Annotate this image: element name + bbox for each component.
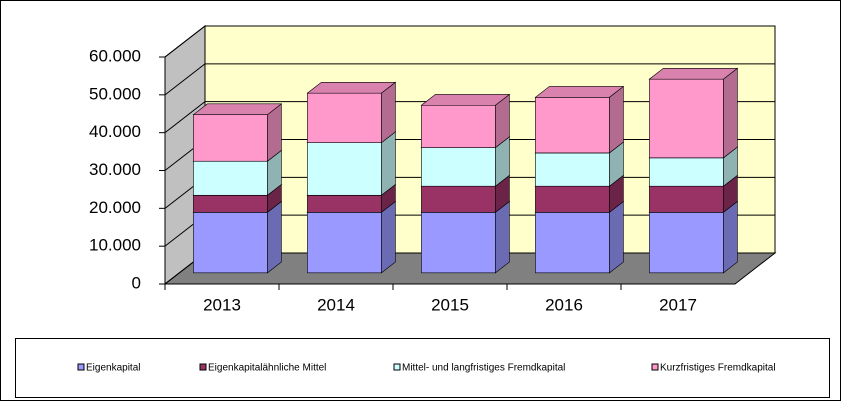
y-tick-label: 20.000 bbox=[89, 198, 141, 217]
y-tick-label: 50.000 bbox=[89, 84, 141, 103]
bar-front bbox=[535, 185, 610, 213]
bar-front bbox=[649, 78, 724, 159]
bar-front bbox=[535, 152, 610, 187]
bar-side bbox=[495, 200, 510, 274]
grid-line bbox=[164, 63, 775, 96]
y-tick-label: 0 bbox=[132, 273, 141, 292]
legend-label: Mittel- und langfristiges Fremdkapital bbox=[402, 363, 565, 374]
bar-front bbox=[193, 160, 268, 196]
bar-side bbox=[723, 200, 738, 274]
bar-front bbox=[421, 185, 496, 213]
legend-label: Eigenkapitalähnliche Mittel bbox=[208, 363, 326, 374]
bar-front bbox=[649, 212, 724, 274]
bar-top bbox=[648, 67, 739, 80]
legend-box bbox=[15, 338, 830, 398]
bar-front bbox=[307, 142, 382, 196]
bar-front bbox=[421, 147, 496, 187]
bar-side bbox=[723, 67, 738, 159]
bar-side bbox=[381, 200, 396, 274]
bar-side bbox=[267, 200, 282, 274]
bar-side bbox=[609, 85, 624, 154]
bar-front bbox=[421, 212, 496, 274]
bar-front bbox=[307, 92, 382, 143]
x-tick-label: 2015 bbox=[431, 295, 469, 314]
bar-front bbox=[193, 114, 268, 162]
bar-front bbox=[535, 96, 610, 154]
legend-swatch bbox=[77, 363, 85, 371]
bar-front bbox=[193, 212, 268, 274]
bar-top bbox=[306, 81, 397, 94]
legend-swatch bbox=[199, 363, 207, 371]
grid-line bbox=[164, 25, 775, 58]
bar-front bbox=[307, 212, 382, 274]
bar-top bbox=[420, 94, 511, 106]
bar-front bbox=[421, 104, 496, 148]
bar-front bbox=[535, 212, 610, 274]
bar-top bbox=[192, 103, 283, 115]
bar-front bbox=[307, 194, 382, 213]
x-tick-label: 2013 bbox=[203, 295, 241, 314]
bar-front bbox=[193, 194, 268, 213]
bar-front bbox=[649, 185, 724, 213]
bar-side bbox=[609, 200, 624, 274]
legend-label: Eigenkapital bbox=[86, 363, 140, 374]
y-tick-label: 60.000 bbox=[89, 46, 141, 65]
bar-front bbox=[649, 157, 724, 187]
legend-label: Kurzfristiges Fremdkapital bbox=[660, 363, 776, 374]
x-tick-label: 2014 bbox=[317, 295, 355, 314]
y-tick-label: 10.000 bbox=[89, 236, 141, 255]
bar-top bbox=[534, 86, 625, 98]
x-tick-label: 2017 bbox=[659, 295, 697, 314]
legend-swatch bbox=[393, 363, 401, 371]
y-tick-label: 40.000 bbox=[89, 122, 141, 141]
x-tick-label: 2016 bbox=[545, 295, 583, 314]
legend-swatch bbox=[651, 363, 659, 371]
y-tick-label: 30.000 bbox=[89, 160, 141, 179]
